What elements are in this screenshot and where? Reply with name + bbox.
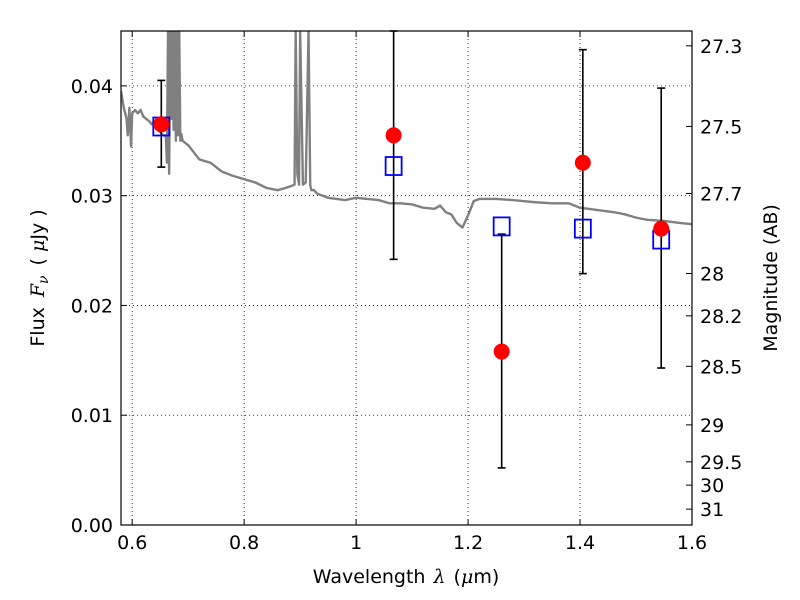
- x-tick-label: 0.6: [117, 532, 147, 554]
- y2-tick-label: 30: [700, 475, 724, 497]
- y2-tick-label: 29: [700, 415, 724, 437]
- model-photometry-square: [492, 216, 511, 237]
- x-axis-title: Wavelength λ (μm): [313, 566, 499, 588]
- x-axis-title-prefix: Wavelength: [313, 566, 426, 588]
- error-bars: [152, 30, 671, 469]
- y2-axis-title: Magnitude (AB): [760, 204, 782, 352]
- y-axis-title-prefix: Flux: [27, 307, 49, 347]
- observed-flux-point: [493, 343, 510, 360]
- y2-tick-label: 31: [700, 499, 724, 521]
- y2-tick-label: 27.7: [700, 183, 742, 205]
- observed-flux-point: [153, 116, 170, 133]
- x-axis-title-unit-rest: m): [473, 566, 499, 588]
- y2-tick-label: 28.2: [700, 306, 742, 328]
- y2-tick-label: 29.5: [700, 452, 742, 474]
- y2-tick-label: 28: [700, 264, 724, 286]
- y-axis-title-unit-close: ): [27, 209, 49, 216]
- y2-tick-label: 27.3: [700, 36, 742, 58]
- model-photometry-square: [384, 156, 403, 176]
- x-tick-label: 1: [350, 532, 362, 554]
- y-tick-label: 0.01: [71, 405, 113, 427]
- x-axis-title-unit-mu: μ: [461, 566, 473, 588]
- x-tick-label: 1.6: [677, 532, 707, 554]
- y-axis-title-unit-rest: Jy: [27, 223, 49, 241]
- x-tick-label: 1.4: [565, 532, 595, 554]
- plot-background: [121, 31, 692, 525]
- y-axis-title-unit-mu: μ: [27, 240, 49, 252]
- x-axis-title-unit-open: (: [454, 566, 461, 588]
- x-tick-label: 0.8: [229, 532, 259, 554]
- y2-tick-label: 27.5: [700, 116, 742, 138]
- y-axis-title-unit-open: (: [27, 258, 49, 265]
- x-tick-label: 1.2: [453, 532, 483, 554]
- y-axis-title-subscript: ν: [36, 275, 52, 284]
- y-tick-label: 0.03: [71, 186, 113, 208]
- model-photometry-square: [573, 218, 592, 239]
- y2-tick-label: 28.5: [700, 356, 742, 378]
- y-axis-title: Flux Fν ( μJy): [27, 209, 52, 346]
- observed-flux-point: [653, 220, 670, 237]
- y-tick-label: 0.02: [71, 295, 113, 317]
- observed-flux-point: [574, 154, 591, 171]
- observed-flux-point: [385, 127, 402, 144]
- plot-frame: [120, 30, 693, 526]
- y-tick-label: 0.04: [71, 76, 113, 98]
- x-axis-title-symbol: λ: [432, 566, 445, 588]
- y-tick-label: 0.00: [71, 515, 113, 537]
- axes: 0.6 0.8 1 1.2 1.4 1.6 0.00 0.01 0.02 0.03 0.04 27.3…: [71, 31, 742, 554]
- y-axis-title-symbol: F: [27, 283, 49, 298]
